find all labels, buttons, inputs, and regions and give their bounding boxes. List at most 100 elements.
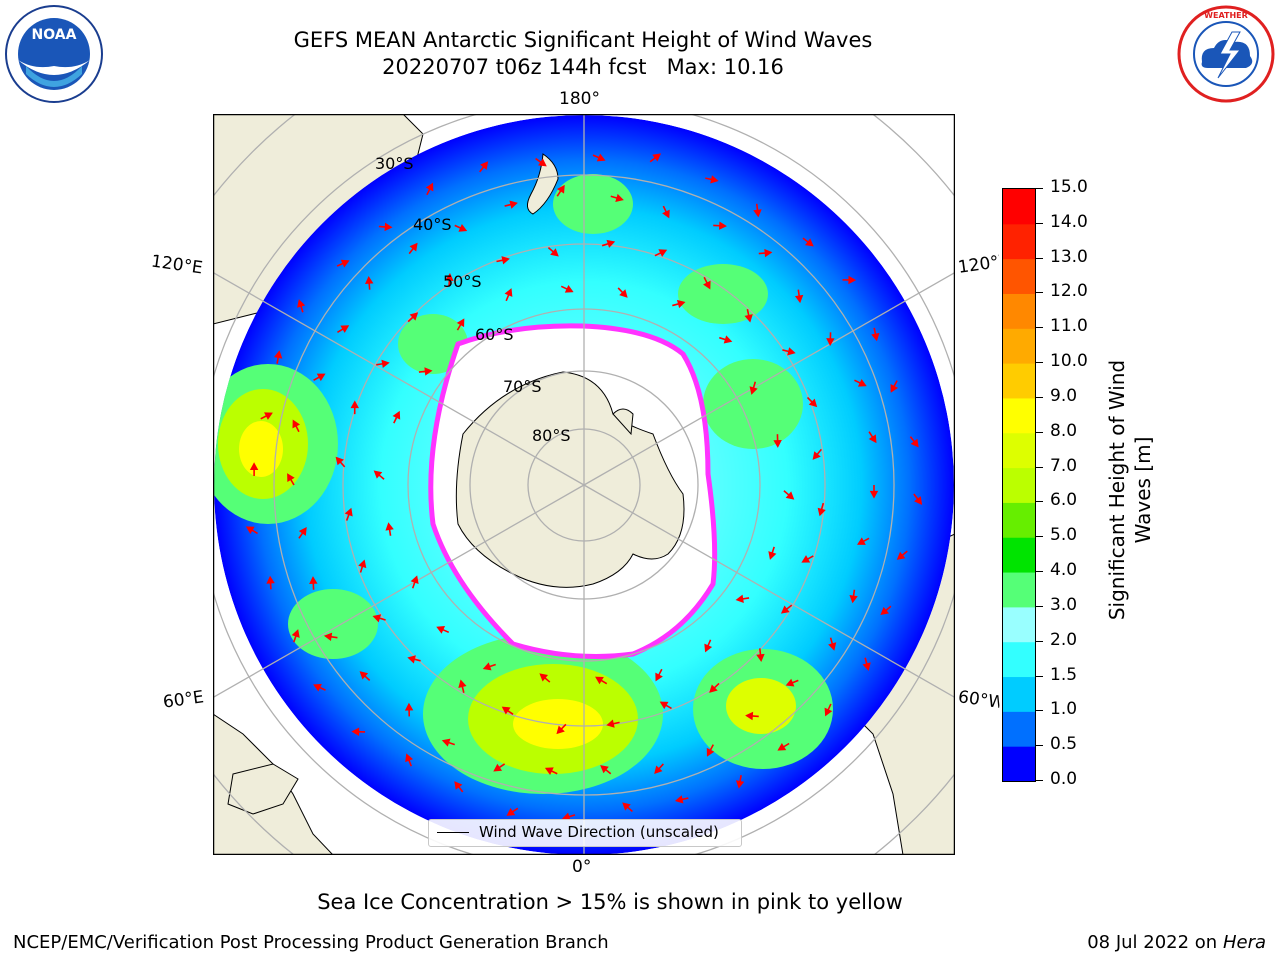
wind-arrow-head <box>868 434 877 444</box>
colorbar-tick-mark <box>1036 501 1043 503</box>
lon-label-60e: 60°E <box>161 687 206 713</box>
wind-arrow-head <box>862 662 871 671</box>
wind-arrow-head <box>756 653 765 662</box>
wind-arrow-head <box>539 673 549 682</box>
wind-arrow-head <box>409 312 419 321</box>
wind-arrow-head <box>298 527 307 536</box>
wind-wave-arrows <box>245 153 923 821</box>
colorbar-tick-mark <box>1036 362 1043 364</box>
chart-subtitle: 20220707 t06z 144h fcst Max: 10.16 <box>382 55 784 79</box>
colorbar-tick-label: 14.0 <box>1050 211 1088 232</box>
colorbar <box>1002 188 1036 782</box>
wind-arrow-head <box>424 367 433 376</box>
wind-arrow-head <box>365 276 374 285</box>
lon-label-60w: 60°W <box>956 687 1002 713</box>
nws-logo: WEATHER <box>1176 4 1276 104</box>
wind-arrow-head <box>848 275 857 285</box>
colorbar-segment <box>1003 328 1035 364</box>
wind-arrow-head <box>436 626 446 634</box>
colorbar-tick-label: 5.0 <box>1050 525 1078 546</box>
colorbar-segment <box>1003 293 1035 329</box>
colorbar-tick-label: 2.0 <box>1050 629 1078 650</box>
colorbar-tick-mark <box>1036 396 1043 398</box>
wind-arrow-head <box>787 347 796 356</box>
colorbar-tick-mark <box>1036 605 1043 607</box>
wind-arrow-head <box>785 491 795 500</box>
wind-arrow-head <box>780 605 790 614</box>
wind-arrow-head <box>777 742 787 751</box>
colorbar-tick-label: 1.0 <box>1050 699 1078 720</box>
colorbar-segment <box>1003 223 1035 260</box>
colorbar-tick-label: 6.0 <box>1050 490 1078 511</box>
wind-arrow-head <box>501 706 511 715</box>
wind-arrow-head <box>482 662 492 671</box>
wind-arrow-head <box>504 288 513 297</box>
wind-arrow-head <box>313 683 322 692</box>
wind-arrow-head <box>544 767 554 775</box>
wind-arrow-head <box>709 684 718 693</box>
colorbar-segment <box>1003 746 1035 782</box>
wind-arrow-head <box>458 679 467 688</box>
colorbar-segment <box>1003 641 1035 678</box>
colorbar-segment <box>1003 711 1035 747</box>
colorbar-segment <box>1003 397 1035 434</box>
colorbar-tick-mark <box>1036 780 1043 781</box>
map-panel: 30°S 40°S 50°S 60°S 70°S 80°S <box>212 113 956 856</box>
wind-arrow-head <box>824 707 833 717</box>
antarctic-peninsula <box>612 408 634 436</box>
wind-arrow-head <box>556 725 565 735</box>
wind-arrow-head <box>596 153 606 162</box>
lon-label-120e: 120°E <box>149 251 204 279</box>
wind-arrow-head <box>675 795 684 804</box>
colorbar-tick-label: 3.0 <box>1050 594 1078 615</box>
colorbar-tick-mark <box>1036 675 1043 677</box>
wind-arrow-head <box>373 470 383 479</box>
colorbar-tick-label: 0.0 <box>1050 769 1078 789</box>
wind-arrow-head <box>880 606 890 616</box>
wind-arrow-head <box>291 629 300 638</box>
wind-arrow-head <box>914 496 923 505</box>
wind-arrow-head <box>871 332 880 342</box>
lat-label-80s: 80°S <box>532 426 571 445</box>
wind-arrow-head <box>509 200 518 209</box>
wind-arrow-head <box>264 412 273 420</box>
wind-arrow-head <box>372 614 382 623</box>
colorbar-segment <box>1003 572 1035 608</box>
lat-label-60s: 60°S <box>475 325 514 344</box>
wind-arrow-head <box>890 383 899 393</box>
wind-arrow-head <box>658 249 668 257</box>
wind-arrow-head <box>654 765 663 775</box>
noaa-logo: NOAA <box>4 4 104 104</box>
colorbar-tick-mark <box>1036 710 1043 712</box>
wind-arrow-head <box>676 299 686 309</box>
legend-label: Wind Wave Direction (unscaled) <box>479 823 719 841</box>
wind-arrow-head <box>384 222 393 232</box>
footer-date-text: 08 Jul 2022 on <box>1087 932 1218 953</box>
new-zealand-land <box>527 153 559 215</box>
wind-arrow-head <box>454 781 463 790</box>
wind-arrow-head <box>550 248 559 257</box>
wind-arrow-head <box>595 676 604 685</box>
wind-arrow-head <box>340 325 350 333</box>
sea-ice-note-text: Sea Ice Concentration > 15% is shown in … <box>317 890 903 914</box>
footer-date: 08 Jul 2022 on Hera <box>1087 932 1266 953</box>
wind-arrow-head <box>706 747 715 757</box>
wind-arrow-head <box>409 242 418 252</box>
colorbar-tick-mark <box>1036 431 1043 433</box>
lon-label-180: 180° <box>559 89 600 109</box>
wind-arrow-head <box>458 224 468 232</box>
wind-arrow-head <box>622 802 631 811</box>
wind-arrow-head <box>266 575 275 584</box>
wind-arrow-head <box>826 338 835 346</box>
colorbar-tick-label: 4.0 <box>1050 560 1078 581</box>
wind-arrow-head <box>753 209 762 218</box>
wind-arrow-head <box>896 551 906 560</box>
wind-arrow-head <box>828 642 837 651</box>
wind-arrow-head <box>445 272 454 281</box>
colorbar-segment <box>1003 258 1035 294</box>
wind-arrow-head <box>849 595 858 604</box>
wind-arrow-head <box>564 285 574 293</box>
wind-arrow-head <box>249 462 259 471</box>
colorbar-segment <box>1003 502 1035 538</box>
colorbar-tick-label: 7.0 <box>1050 455 1078 476</box>
